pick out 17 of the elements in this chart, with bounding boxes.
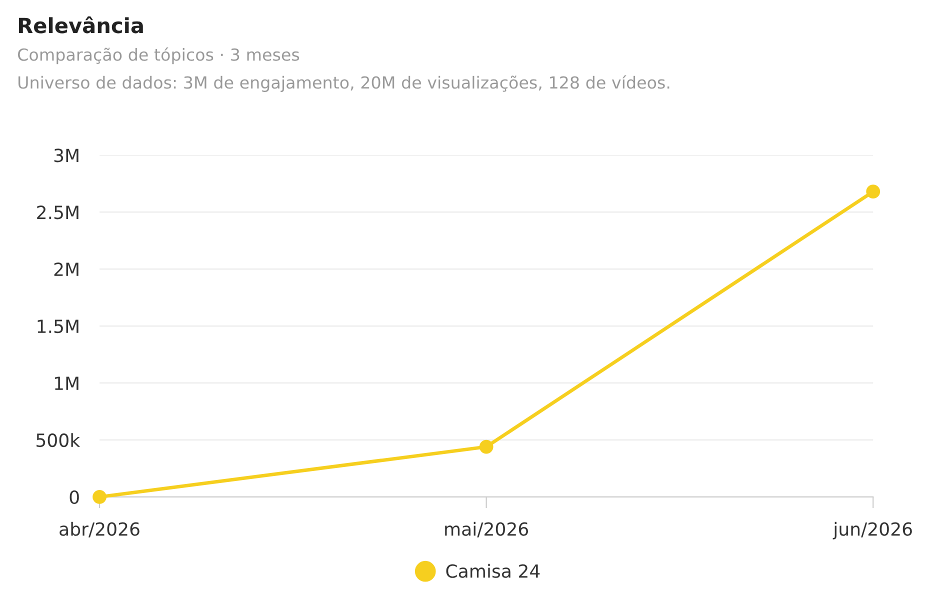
x-tick-label: abr/2026	[60, 522, 140, 538]
legend-label: Camisa 24	[446, 564, 540, 578]
y-tick-label: 1M	[55, 376, 78, 390]
y-tick-label: 0	[70, 490, 79, 504]
x-tick-label: jun/2026	[832, 522, 912, 540]
y-tick-label: 2M	[54, 262, 78, 276]
y-tick-label: 3M	[54, 148, 78, 162]
point	[92, 490, 106, 504]
y-tick-label: 2.5M	[37, 206, 78, 220]
point	[479, 440, 494, 454]
text: Universo de dados: 3M de engajamento, 20M de visualizações, 128 de vídeos.	[18, 75, 670, 92]
x-tick-label: mai/2026	[445, 522, 528, 538]
chart-title: Relevância	[18, 16, 143, 34]
y-tick-label: 1.5M	[38, 320, 78, 334]
y-tick-label: 500k	[36, 433, 80, 448]
chart-subtitle: Comparação de tópicos · 3 meses	[18, 47, 300, 64]
point	[866, 184, 880, 199]
